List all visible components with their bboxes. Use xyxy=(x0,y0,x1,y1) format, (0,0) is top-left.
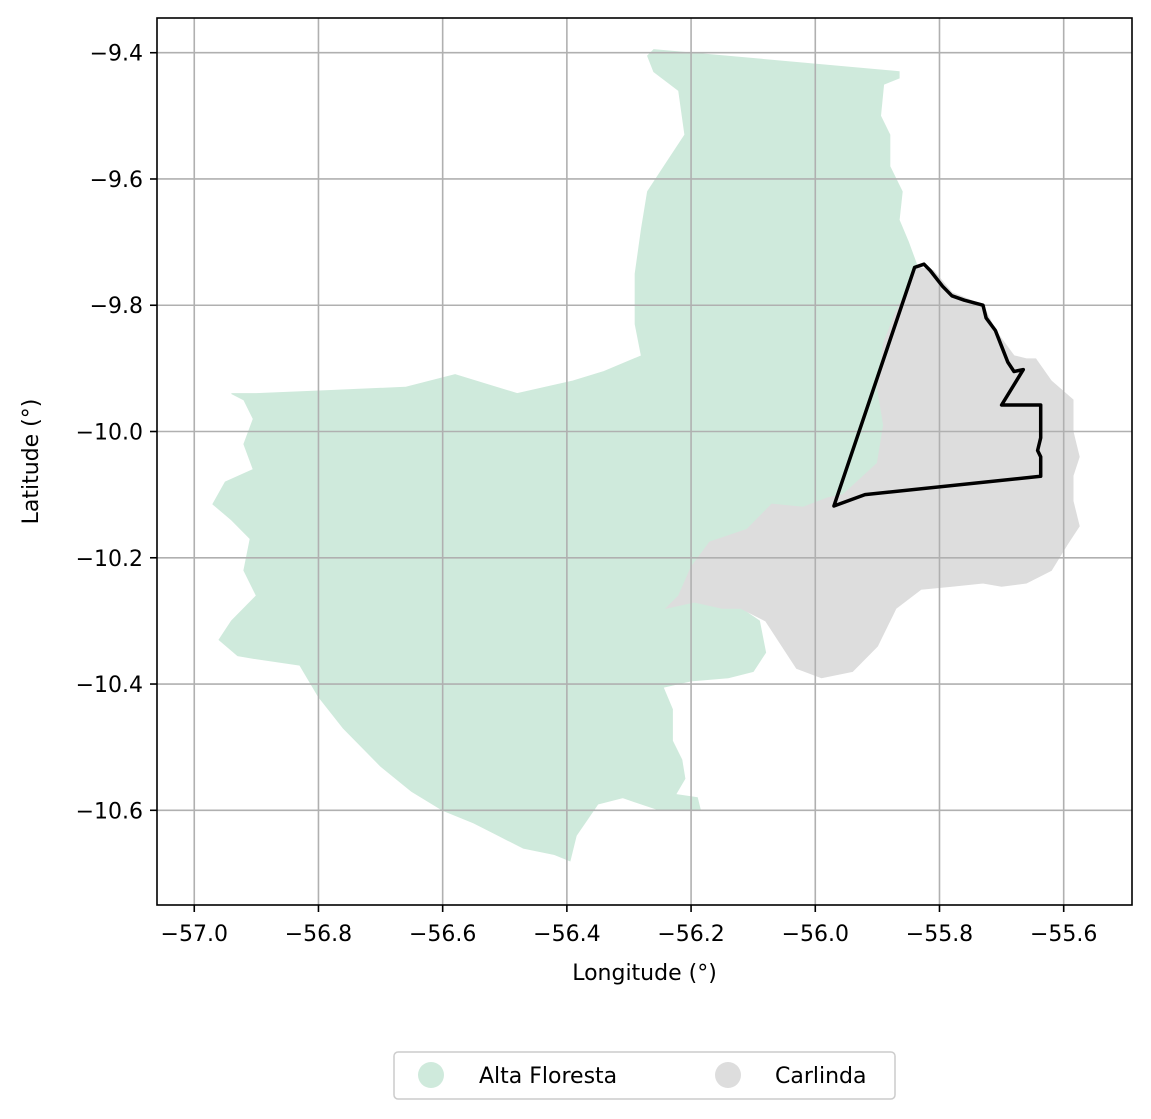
y-axis-label: Latitude (°) xyxy=(19,399,44,525)
map-plot-area xyxy=(156,17,1133,906)
x-tick-label-5: −56.0 xyxy=(782,922,849,947)
axes-frame xyxy=(156,17,1133,906)
x-tick-label-7: −55.6 xyxy=(1030,922,1097,947)
legend-marker-carlinda xyxy=(715,1062,741,1088)
legend-label-alta-floresta: Alta Floresta xyxy=(479,1064,617,1089)
y-tick-label-3: −10.0 xyxy=(76,421,143,446)
y-tick-label-4: −10.2 xyxy=(76,547,143,572)
outline-boundary xyxy=(832,262,1043,508)
x-axis-ticks: −57.0 −56.8 −56.6 −56.4 −56.2 −56.0 −55.8 −55.6 xyxy=(161,905,1097,947)
y-tick-label-0: −9.4 xyxy=(90,42,143,67)
x-tick-label-1: −56.8 xyxy=(285,922,352,947)
y-axis-ticks: −9.4 −9.6 −9.8 −10.0 −10.2 −10.4 −10.6 xyxy=(76,42,157,824)
x-tick-label-2: −56.6 xyxy=(409,922,476,947)
y-tick-label-1: −9.6 xyxy=(90,168,143,193)
region-carlinda xyxy=(664,266,1080,679)
outline-layer xyxy=(832,262,1043,508)
y-tick-label-5: −10.4 xyxy=(76,673,143,698)
legend-box xyxy=(393,1051,896,1100)
x-tick-label-6: −55.8 xyxy=(906,922,973,947)
x-tick-label-3: −56.4 xyxy=(533,922,600,947)
y-tick-label-2: −9.8 xyxy=(90,294,143,319)
x-tick-label-4: −56.2 xyxy=(657,922,724,947)
x-axis-label: Longitude (°) xyxy=(572,961,717,986)
y-tick-label-6: −10.6 xyxy=(76,799,143,824)
legend-label-carlinda: Carlinda xyxy=(775,1064,867,1089)
x-tick-label-0: −57.0 xyxy=(161,922,228,947)
grid-lines xyxy=(157,18,1132,905)
legend-marker-alta-floresta xyxy=(418,1062,444,1088)
legend: Alta Floresta Carlinda xyxy=(393,1051,896,1100)
regions-layer xyxy=(212,49,1080,862)
